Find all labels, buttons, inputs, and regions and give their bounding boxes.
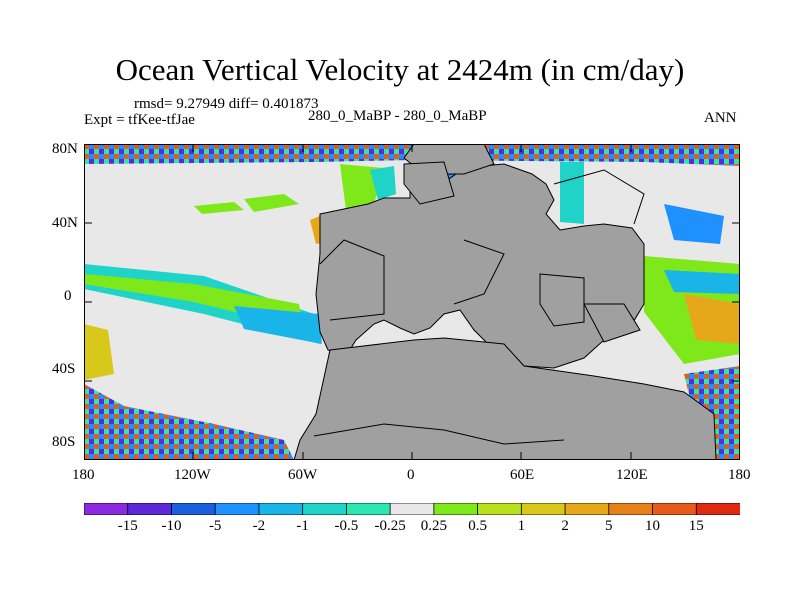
- lon-label-60w: 60W: [288, 467, 318, 483]
- lat-label-40n: 40N: [52, 215, 78, 231]
- colorbar-swatch: [258, 503, 304, 515]
- axis-ticks: [84, 144, 740, 460]
- colorbar-label: 2: [561, 518, 569, 534]
- colorbar-label: 0.5: [468, 518, 487, 534]
- subtitle: 280_0_MaBP - 280_0_MaBP: [308, 108, 487, 124]
- season-label: ANN: [704, 110, 737, 126]
- lon-label-180e: 180: [728, 467, 751, 483]
- plot-title: Ocean Vertical Velocity at 2424m (in cm/…: [115, 52, 685, 87]
- lon-label-0: 0: [407, 467, 415, 483]
- lat-label-0: 0: [64, 288, 72, 304]
- lat-label-80n: 80N: [52, 141, 78, 157]
- lon-label-180w: 180: [72, 467, 95, 483]
- colorbar-swatch: [345, 503, 392, 515]
- colorbar-swatch: [214, 503, 260, 515]
- lat-label-80s: 80S: [52, 434, 76, 450]
- lon-label-120w: 120W: [174, 467, 211, 483]
- lon-label-120e: 120E: [616, 467, 648, 483]
- colorbar-swatch: [520, 503, 566, 515]
- colorbar-swatch: [302, 503, 348, 515]
- colorbar-swatch: [652, 503, 698, 515]
- colorbar-swatch: [608, 503, 654, 515]
- colorbar-label: 5: [605, 518, 613, 534]
- colorbar-label: 10: [645, 518, 661, 534]
- lon-label-60e: 60E: [510, 467, 535, 483]
- colorbar-label: -0.25: [374, 518, 406, 534]
- stats-text: rmsd= 9.27949 diff= 0.401873: [134, 96, 319, 112]
- lat-label-40s: 40S: [52, 361, 76, 377]
- colorbar-label: -2: [252, 518, 266, 534]
- colorbar-swatch: [695, 503, 740, 515]
- colorbar-label: -15: [117, 518, 138, 534]
- colorbar-label: 0.25: [420, 518, 447, 534]
- colorbar-label: -5: [208, 518, 222, 534]
- colorbar-swatch: [127, 503, 173, 515]
- colorbar-swatch: [477, 503, 523, 515]
- colorbar-swatch: [433, 503, 479, 515]
- colorbar: [84, 503, 740, 515]
- colorbar-label: 1: [517, 518, 526, 534]
- colorbar-swatch: [564, 503, 610, 515]
- colorbar-label: -1: [296, 518, 309, 534]
- experiment-label: Expt = tfKee-tfJae: [84, 112, 195, 128]
- colorbar-label: 15: [688, 518, 704, 534]
- southern-rim: [84, 384, 294, 460]
- colorbar-swatch: [171, 503, 217, 515]
- colorbar-swatch: [84, 503, 129, 515]
- colorbar-swatch: [389, 503, 435, 515]
- ocean-map: [84, 144, 740, 460]
- colorbar-label: -0.5: [334, 518, 359, 534]
- colorbar-label: -10: [161, 518, 182, 534]
